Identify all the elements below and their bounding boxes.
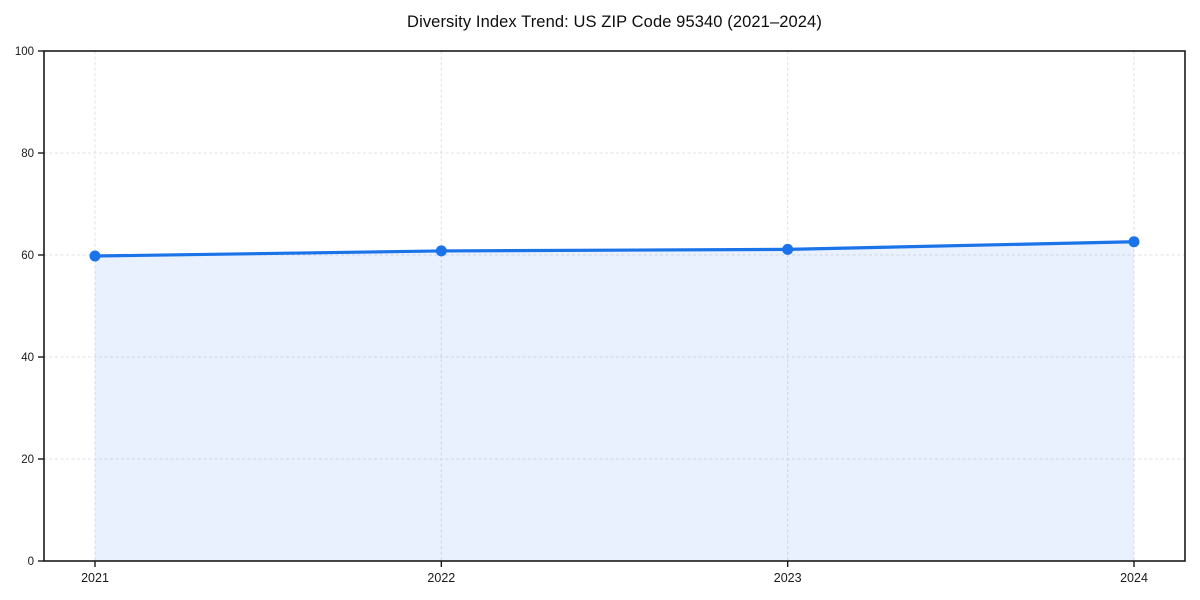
data-point-2022 [435, 245, 447, 257]
y-tick-label: 40 [21, 352, 34, 364]
x-tick-label: 2024 [1120, 571, 1148, 585]
area-fill [95, 241, 1134, 562]
data-point-2021 [89, 250, 101, 262]
x-tick-label: 2022 [427, 571, 455, 585]
y-tick-label: 80 [21, 148, 34, 160]
y-tick-label: 0 [28, 556, 34, 568]
trend-line [93, 240, 1136, 258]
y-tick-label: 100 [15, 46, 34, 58]
data-point-2023 [782, 243, 794, 255]
y-tick-label: 20 [21, 454, 34, 466]
y-tick-label: 60 [21, 250, 34, 262]
x-tick-label: 2023 [774, 571, 802, 585]
chart-title: Diversity Index Trend: US ZIP Code 95340… [407, 13, 822, 31]
plot-border [43, 50, 1186, 562]
data-point-2024 [1128, 236, 1140, 248]
x-tick-label: 2021 [81, 571, 109, 585]
